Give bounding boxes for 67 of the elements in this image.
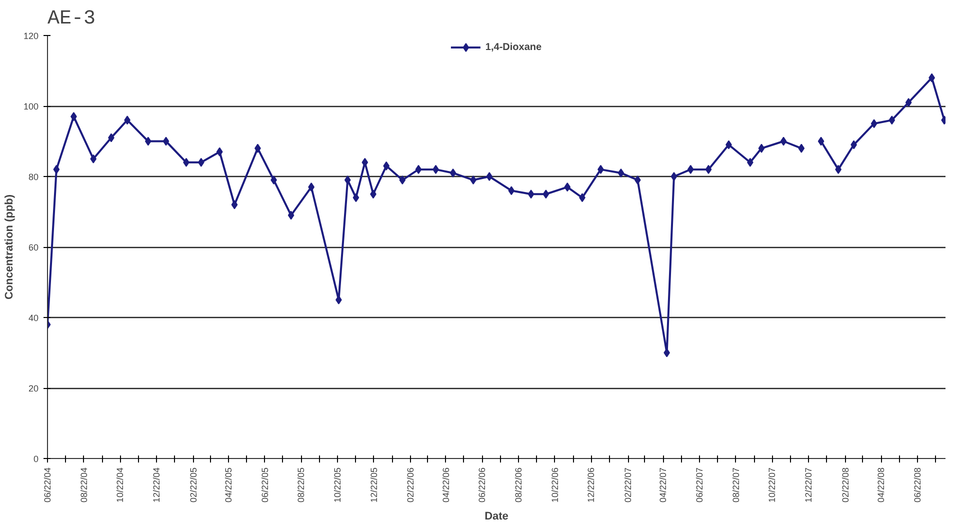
y-tick-label: 20 [28,384,39,394]
point [508,186,515,196]
x-tick-label: 10/22/04 [115,467,126,503]
point [450,168,456,178]
point [634,176,641,185]
x-tick-label: 06/22/07 [694,467,705,503]
point [870,119,878,128]
x-tick-label: 12/22/04 [151,467,162,503]
x-tick-label: 08/22/04 [78,467,89,503]
point [399,176,406,185]
point [888,116,896,125]
x-tick-label: 02/22/06 [406,467,416,503]
x-tick-label: 04/22/06 [440,467,451,503]
y-tick-label: 40 [28,313,39,323]
y-tick-label: 80 [28,172,39,182]
point [486,172,493,181]
point [687,164,694,174]
x-tick-label: 04/22/07 [658,467,668,503]
x-tick-label: 10/22/07 [767,467,778,503]
x-axis-title: Date [484,510,508,523]
x-tick-label: 04/22/08 [876,467,886,503]
point [415,164,422,174]
x-tick-label: 12/22/07 [804,467,814,503]
point [352,193,360,202]
x-tick-label: 06/22/06 [477,467,488,503]
point [362,158,368,167]
y-tick-label: 60 [28,242,39,252]
point [618,168,624,178]
x-tick-label: 08/22/05 [296,467,306,503]
point [780,136,787,146]
point [705,164,712,174]
point [670,172,678,181]
y-axis-title: Concentration (ppb) [3,194,16,300]
point [344,176,351,185]
point [53,164,60,174]
point [758,144,765,153]
point [798,144,805,153]
x-tick-label: 06/22/05 [260,467,270,503]
point [216,147,223,156]
x-tick-label: 10/22/06 [550,467,560,503]
point [162,136,170,146]
y-tick-label: 120 [23,31,39,41]
x-tick-label: 06/22/08 [912,467,923,503]
point [288,210,294,220]
point [90,154,97,164]
legend-label: 1,4-Dioxane [485,42,542,52]
x-tick-label: 02/22/05 [188,467,198,503]
x-tick-label: 04/22/05 [224,467,234,503]
point [818,136,824,146]
x-tick-label: 02/22/08 [840,467,850,503]
y-tick-label: 0 [33,454,39,464]
point [231,200,238,210]
x-tick-label: 12/22/05 [368,467,379,503]
point [905,98,912,107]
point [528,190,534,199]
x-tick-label: 12/22/06 [586,467,596,503]
x-tick-label: 08/22/07 [730,467,741,503]
x-tick-label: 10/22/05 [332,467,343,503]
chart-title: AE-3 [48,8,96,30]
point [564,182,571,192]
point [198,158,204,167]
y-tick-label: 100 [23,102,39,112]
point [144,136,152,146]
x-tick-label: 08/22/06 [514,467,524,503]
x-tick-label: 02/22/07 [623,467,634,503]
point [542,190,550,199]
x-tick-label: 06/22/04 [42,467,52,503]
